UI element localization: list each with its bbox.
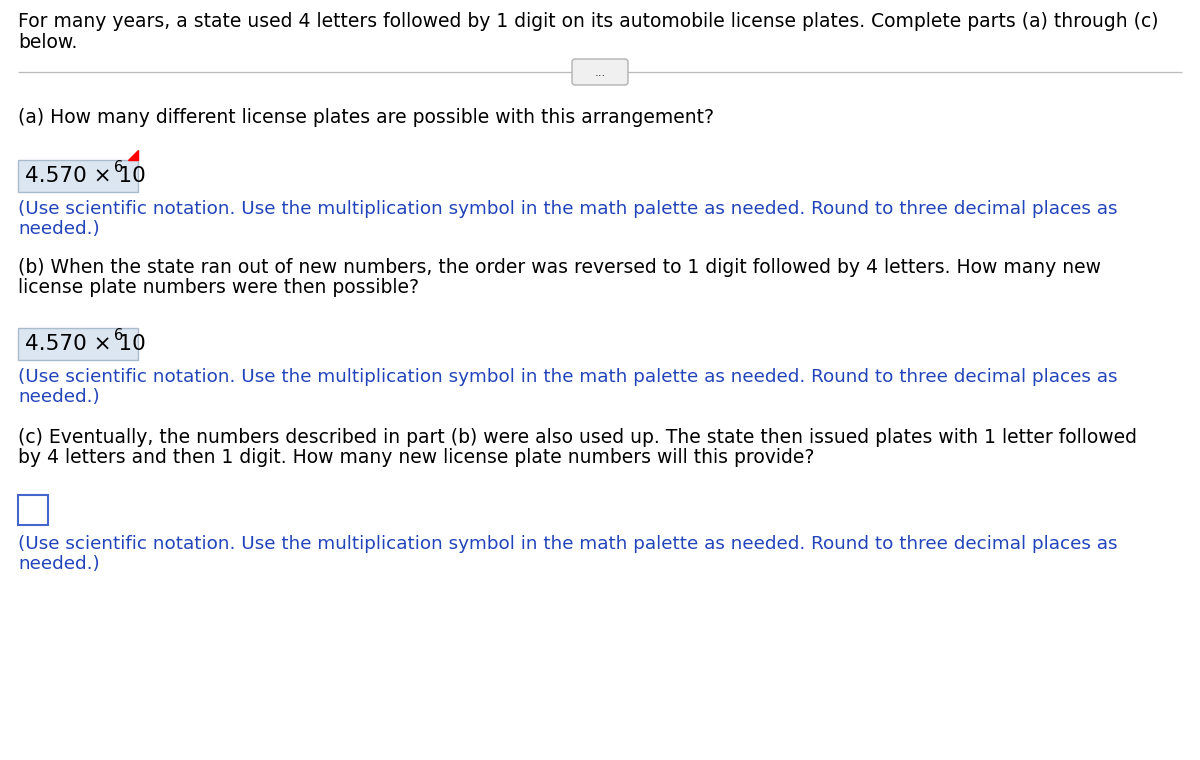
FancyBboxPatch shape [18,495,48,525]
Text: (b) When the state ran out of new numbers, the order was reversed to 1 digit fol: (b) When the state ran out of new number… [18,258,1102,277]
Text: 4.570 × 10: 4.570 × 10 [25,334,145,354]
Text: (a) How many different license plates are possible with this arrangement?: (a) How many different license plates ar… [18,108,714,127]
Text: below.: below. [18,33,77,52]
Text: needed.): needed.) [18,220,100,238]
Text: ...: ... [594,65,606,78]
Text: For many years, a state used 4 letters followed by 1 digit on its automobile lic: For many years, a state used 4 letters f… [18,12,1158,31]
FancyBboxPatch shape [18,328,138,360]
Text: 4.570 × 10: 4.570 × 10 [25,166,145,186]
Text: license plate numbers were then possible?: license plate numbers were then possible… [18,278,419,297]
Text: 6: 6 [114,160,124,175]
FancyBboxPatch shape [18,160,138,192]
Text: by 4 letters and then 1 digit. How many new license plate numbers will this prov: by 4 letters and then 1 digit. How many … [18,448,815,467]
FancyBboxPatch shape [572,59,628,85]
Polygon shape [128,150,138,160]
Text: needed.): needed.) [18,388,100,406]
Text: (Use scientific notation. Use the multiplication symbol in the math palette as n: (Use scientific notation. Use the multip… [18,535,1117,553]
Text: (Use scientific notation. Use the multiplication symbol in the math palette as n: (Use scientific notation. Use the multip… [18,200,1117,218]
Text: (c) Eventually, the numbers described in part (b) were also used up. The state t: (c) Eventually, the numbers described in… [18,428,1138,447]
Text: (Use scientific notation. Use the multiplication symbol in the math palette as n: (Use scientific notation. Use the multip… [18,368,1117,386]
Text: 6: 6 [114,328,124,343]
Text: needed.): needed.) [18,555,100,573]
